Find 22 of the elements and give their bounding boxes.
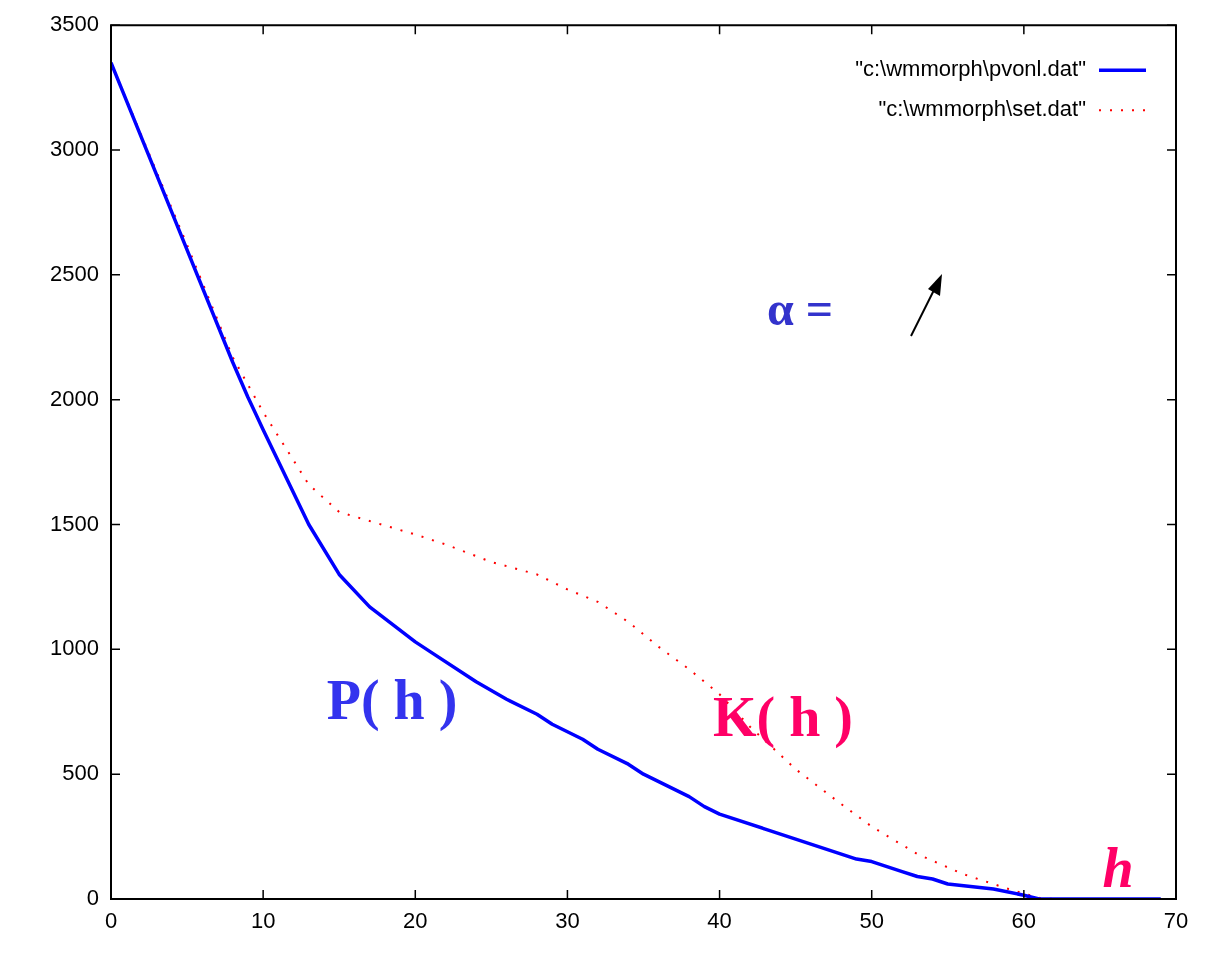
annotation: P( h ) <box>326 669 458 733</box>
x-tick-label: 60 <box>1011 908 1037 934</box>
x-tick-label: 70 <box>1163 908 1189 934</box>
y-tick-label: 2500 <box>50 260 99 286</box>
x-tick-label: 10 <box>250 908 276 934</box>
y-tick-label: 1000 <box>50 635 99 661</box>
annotation: α = <box>766 282 834 336</box>
x-tick-label: 30 <box>555 908 580 934</box>
legend-label: "c:\wmmorph\pvonl.dat" <box>855 56 1086 82</box>
x-tick-label: 20 <box>403 908 428 934</box>
legend-label: "c:\wmmorph\set.dat" <box>878 96 1086 122</box>
annotation: K( h ) <box>713 686 853 750</box>
x-axis-title: h <box>1102 837 1134 899</box>
x-tick-label: 40 <box>707 908 732 934</box>
y-tick-label: 0 <box>86 885 99 911</box>
x-tick-label: 50 <box>859 908 884 934</box>
x-tick-label: 0 <box>104 908 118 934</box>
y-tick-label: 2000 <box>50 385 99 411</box>
y-tick-label: 3500 <box>50 11 99 37</box>
y-tick-label: 3000 <box>50 136 99 162</box>
y-tick-label: 500 <box>62 760 99 786</box>
y-tick-label: 1500 <box>50 510 99 536</box>
